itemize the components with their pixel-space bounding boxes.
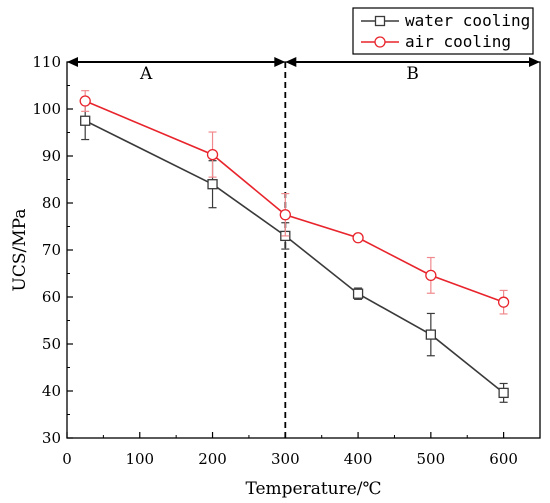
x-tick-label: 600 (489, 450, 518, 468)
x-tick-label: 400 (344, 450, 373, 468)
y-tick-label: 70 (42, 241, 61, 259)
y-tick-label: 110 (32, 53, 61, 71)
x-tick-label: 100 (125, 450, 154, 468)
region-label: B (406, 64, 419, 84)
data-point (80, 115, 91, 126)
y-axis-ticks: 30 40 50 60 70 80 90 100 110 (32, 53, 73, 447)
x-tick-label: 300 (271, 450, 300, 468)
y-tick-label: 40 (42, 382, 61, 400)
region-arrowhead-right (529, 57, 540, 67)
region-arrowhead-right (274, 57, 286, 67)
region-arrowhead-left (285, 57, 297, 67)
y-tick-label: 80 (42, 194, 61, 212)
x-tick-label: 200 (198, 450, 227, 468)
legend: water cooling air cooling (352, 7, 534, 55)
x-axis-label: Temperature/℃ (245, 479, 381, 499)
y-tick-label: 30 (42, 429, 61, 447)
data-point (79, 95, 91, 107)
data-point (425, 269, 437, 282)
legend-entry-label: water cooling (405, 11, 530, 30)
series-layer (79, 90, 510, 403)
data-point (207, 179, 218, 190)
series-water-cooling (80, 101, 509, 403)
data-point (279, 209, 291, 221)
y-tick-label: 60 (42, 288, 61, 306)
data-point (497, 296, 510, 308)
x-tick-label: 0 (62, 450, 72, 468)
x-axis-ticks: 0 100 200 300 400 500 600 (62, 432, 518, 468)
series-line (84, 120, 505, 394)
data-point (425, 329, 436, 340)
series-line (84, 100, 504, 303)
legend-marker (374, 15, 386, 27)
data-point (498, 387, 509, 399)
y-tick-label: 100 (32, 100, 61, 118)
data-point (206, 148, 219, 161)
legend-marker (374, 36, 386, 48)
y-axis-label: UCS/MPa (10, 209, 30, 292)
data-point (352, 232, 364, 244)
x-tick-label: 500 (417, 450, 446, 468)
data-point (352, 288, 364, 299)
y-tick-label: 90 (42, 147, 61, 165)
legend-entry-label: air cooling (405, 32, 511, 51)
region-label: A (139, 64, 153, 84)
y-tick-label: 50 (42, 335, 61, 353)
series-air-cooling (79, 90, 510, 315)
